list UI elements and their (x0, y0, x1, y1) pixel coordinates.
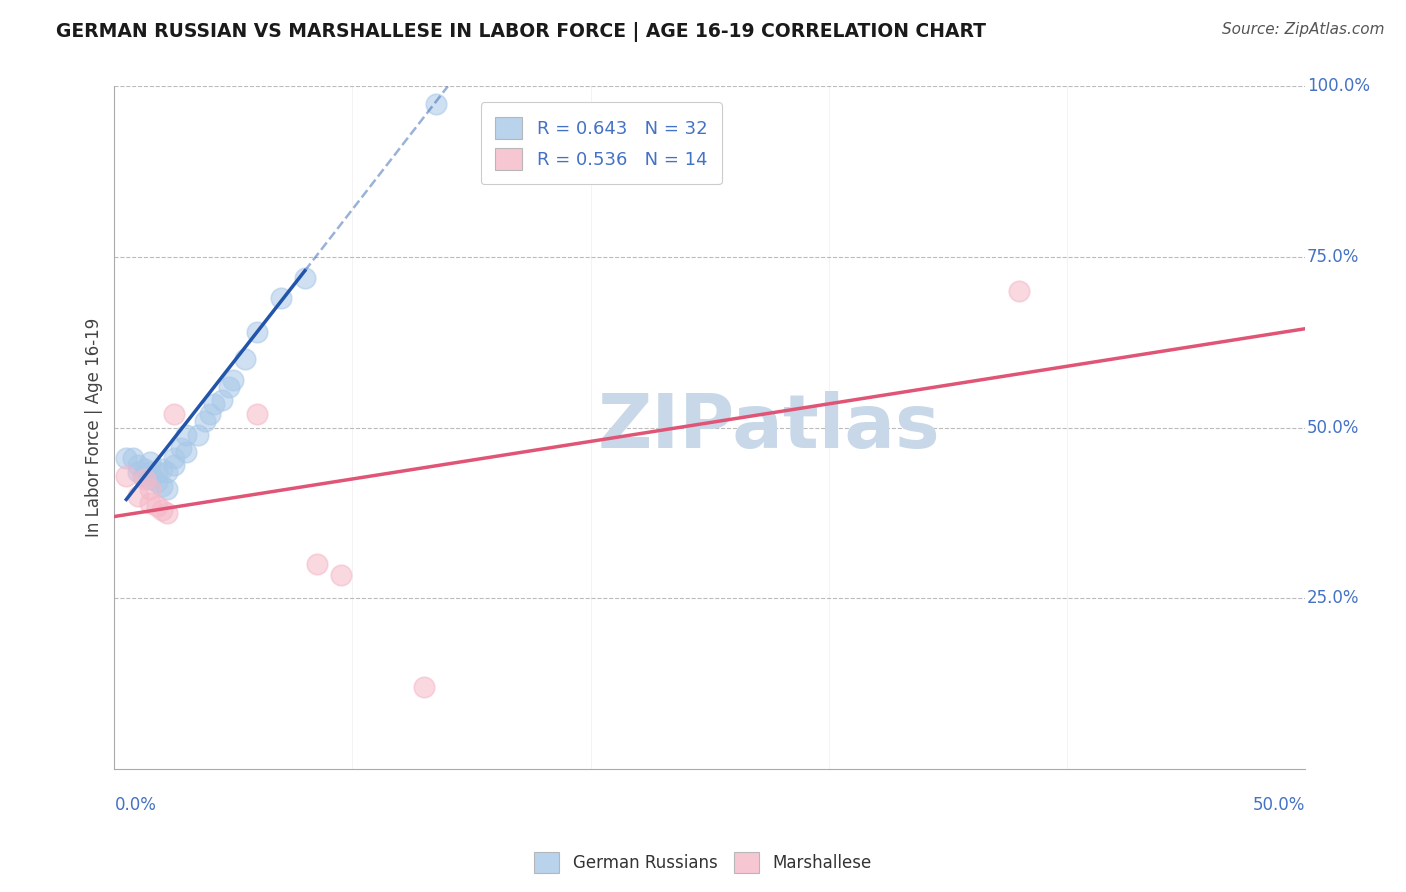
Text: 100.0%: 100.0% (1308, 78, 1369, 95)
Point (305, 558, 328, 572)
Point (115, 451, 138, 466)
Point (150, 479, 173, 493)
Text: 50.0%: 50.0% (1308, 418, 1360, 437)
Point (127, 458, 149, 473)
Text: 0.0%: 0.0% (114, 797, 156, 814)
Point (222, 373, 245, 387)
Point (202, 397, 225, 411)
Point (139, 465, 162, 479)
Point (218, 380, 240, 394)
Point (211, 393, 233, 408)
Y-axis label: In Labor Force | Age 16-19: In Labor Force | Age 16-19 (86, 318, 103, 537)
Point (294, 270, 316, 285)
Point (156, 465, 179, 479)
Text: GERMAN RUSSIAN VS MARSHALLESE IN LABOR FORCE | AGE 16-19 CORRELATION CHART: GERMAN RUSSIAN VS MARSHALLESE IN LABOR F… (56, 22, 986, 42)
Legend: German Russians, Marshallese: German Russians, Marshallese (527, 846, 879, 880)
Point (233, 352, 256, 367)
Point (132, 468, 155, 483)
Point (146, 500, 169, 514)
Point (270, 291, 292, 305)
Point (139, 455, 162, 469)
Point (329, 567, 352, 582)
Point (139, 496, 162, 510)
Point (412, 680, 434, 694)
Point (156, 482, 179, 496)
Point (127, 489, 149, 503)
Text: 50.0%: 50.0% (1253, 797, 1305, 814)
Point (150, 502, 173, 516)
Point (139, 472, 162, 486)
Point (246, 325, 269, 339)
Point (134, 461, 156, 475)
Text: 25.0%: 25.0% (1308, 590, 1360, 607)
Point (246, 407, 269, 421)
Text: 75.0%: 75.0% (1308, 248, 1360, 266)
Point (174, 444, 197, 458)
Legend: R = 0.643   N = 32, R = 0.536   N = 14: R = 0.643 N = 32, R = 0.536 N = 14 (481, 103, 721, 185)
Point (127, 465, 149, 479)
Point (163, 407, 186, 421)
Text: ZIPatlas: ZIPatlas (598, 392, 941, 464)
Point (170, 442, 193, 456)
Point (146, 475, 169, 490)
Point (163, 451, 186, 466)
Point (187, 427, 209, 442)
Point (194, 414, 217, 428)
Point (122, 451, 145, 466)
Point (146, 465, 169, 479)
Point (174, 427, 197, 442)
Point (150, 461, 173, 475)
Point (139, 482, 162, 496)
Point (134, 472, 156, 486)
Text: Source: ZipAtlas.com: Source: ZipAtlas.com (1222, 22, 1385, 37)
Point (198, 407, 221, 421)
Point (1008, 284, 1031, 298)
Point (115, 468, 138, 483)
Point (425, 96, 447, 111)
Point (163, 458, 186, 473)
Point (156, 506, 179, 520)
